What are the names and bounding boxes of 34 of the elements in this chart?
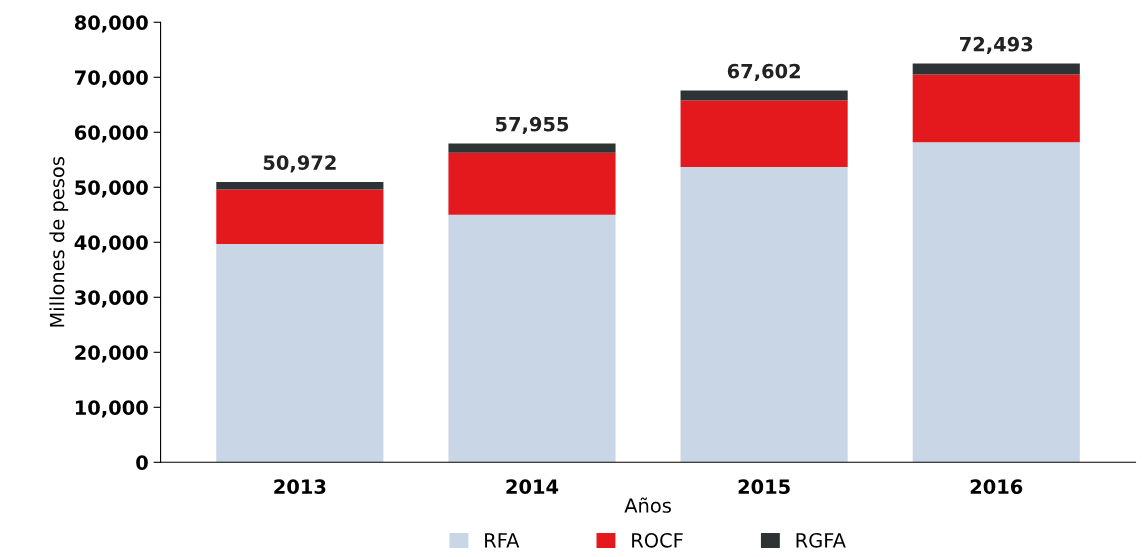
x-axis-title: Años — [624, 497, 671, 513]
y-tick-label: 60,000 — [74, 125, 148, 143]
x-tick-label: 2016 — [970, 479, 1023, 495]
bar — [216, 181, 384, 190]
y-tick-label: 80,000 — [74, 15, 148, 33]
bar — [912, 142, 1080, 463]
y-tick-label: 30,000 — [75, 290, 148, 308]
bar — [680, 100, 848, 167]
legend-label: ROCF — [632, 532, 683, 548]
y-tick-label: 40,000 — [74, 235, 148, 253]
y-tick-label: 50,000 — [75, 180, 148, 198]
y-tick-label: 70,000 — [75, 70, 148, 88]
legend-label: RFA — [485, 533, 520, 548]
legend-label: RGFA — [796, 532, 846, 548]
bar — [680, 90, 848, 101]
bar — [216, 189, 384, 244]
total-label: 50,972 — [263, 155, 336, 173]
y-axis-title: Millones de pesos — [49, 157, 69, 327]
x-tick-label: 2014 — [506, 479, 559, 495]
x-tick-label: 2015 — [738, 479, 790, 495]
total-label: 72,493 — [960, 36, 1033, 55]
total-label: 67,602 — [727, 63, 800, 81]
total-label: 57,955 — [495, 116, 569, 134]
y-tick-label: 20,000 — [75, 345, 148, 363]
bar — [448, 143, 616, 153]
bar — [912, 63, 1080, 75]
bar — [448, 214, 616, 463]
bar — [448, 152, 616, 215]
y-tick-label: 10,000 — [75, 400, 148, 418]
x-tick-label: 2013 — [274, 479, 326, 495]
bar — [680, 166, 848, 463]
y-tick-label: 0 — [136, 455, 148, 470]
bar — [912, 74, 1080, 143]
bar — [216, 243, 384, 463]
